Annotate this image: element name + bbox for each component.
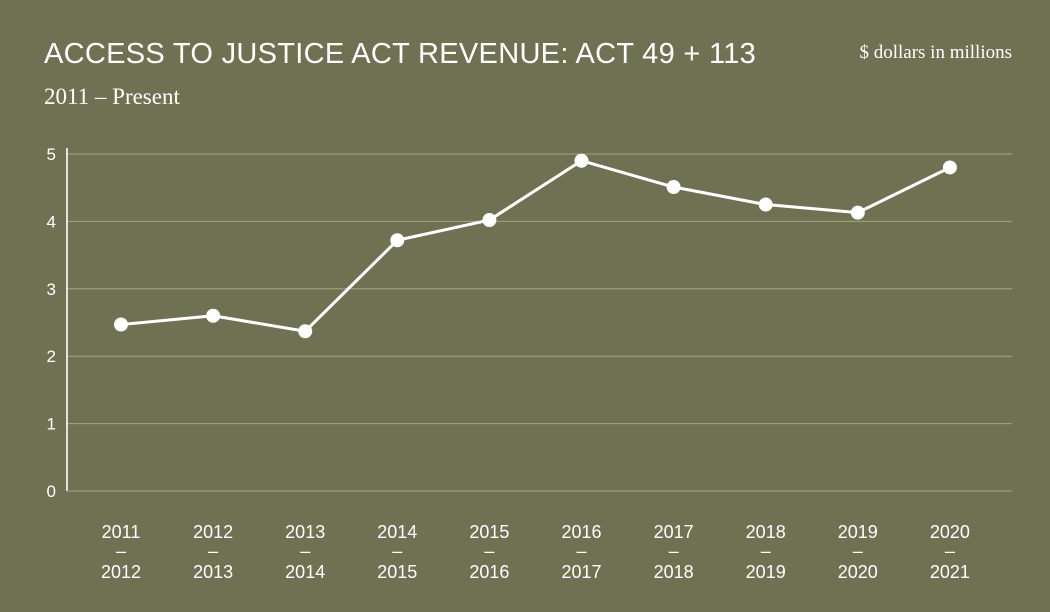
x-tick-label-separator: – [208,541,218,561]
unit-label: $ dollars in millions [859,42,1012,63]
x-tick-label-end: 2013 [193,562,233,582]
x-tick-label-start: 2019 [838,522,878,542]
x-tick-label-end: 2020 [838,562,878,582]
y-tick-label: 3 [47,280,56,299]
x-tick-label-end: 2015 [377,562,417,582]
grid-layer [67,153,1012,425]
x-tick-label-separator: – [945,541,955,561]
data-point [942,160,957,175]
x-tick-label-end: 2017 [561,562,601,582]
data-point [482,213,497,228]
x-tick-label-end: 2016 [469,562,509,582]
x-tick-label-start: 2011 [102,522,141,542]
x-tick-label-separator: – [761,541,771,561]
y-tick-label: 2 [47,347,56,366]
x-tick-label-end: 2018 [654,562,694,582]
x-tick-label-start: 2020 [930,522,970,542]
x-tick-label-end: 2021 [930,562,970,582]
y-tick-label: 4 [47,212,56,231]
series-line [120,159,951,333]
x-tick-label-start: 2014 [377,522,417,542]
data-point [758,197,773,212]
data-point [850,205,865,220]
x-tick-label-separator: – [116,541,126,561]
x-labels: 2011–20122012–20132013–20142014–20152015… [101,522,970,582]
x-tick-label-start: 2012 [193,522,233,542]
x-tick-label-start: 2013 [285,522,325,542]
x-tick-label-end: 2019 [746,562,786,582]
series-layer [114,153,957,339]
y-tick-label: 5 [47,145,56,164]
x-tick-label-start: 2015 [469,522,509,542]
x-tick-label-separator: – [300,541,310,561]
data-point [666,180,681,195]
x-tick-label-separator: – [392,541,402,561]
chart-title: ACCESS TO JUSTICE ACT REVENUE: ACT 49 + … [44,38,757,70]
x-tick-label-separator: – [484,541,494,561]
y-tick-label: 1 [47,415,56,434]
data-point [206,308,221,323]
axis-layer: 0 1 2 3 4 5 [47,145,1012,501]
y-tick-label: 0 [47,482,56,501]
x-tick-label-end: 2014 [285,562,325,582]
x-tick-label-end: 2012 [101,562,141,582]
data-point [574,153,589,168]
x-tick-label-separator: – [669,541,679,561]
x-tick-label-start: 2018 [746,522,786,542]
x-tick-label-start: 2016 [561,522,601,542]
chart-subtitle: 2011 – Present [44,84,180,109]
x-tick-label-separator: – [576,541,586,561]
data-point [298,324,313,339]
data-point [114,317,128,332]
data-point [390,233,405,248]
x-tick-label-start: 2017 [654,522,694,542]
x-tick-label-separator: – [853,541,863,561]
